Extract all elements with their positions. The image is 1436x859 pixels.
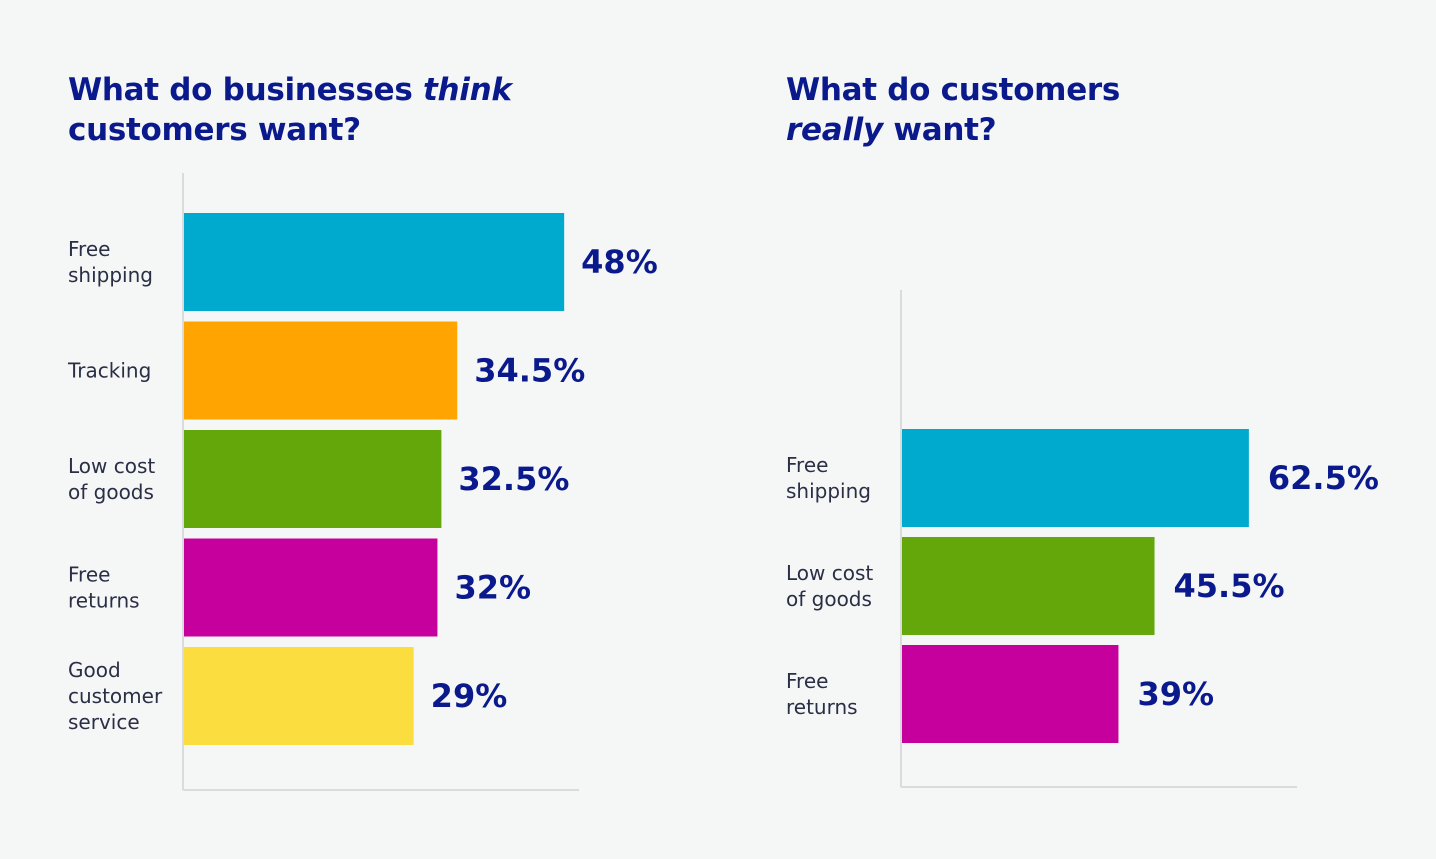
category-label-line: service [68, 710, 140, 734]
businesses-value-label: 32% [454, 569, 531, 607]
businesses-value-label: 48% [581, 243, 658, 281]
businesses-bar [184, 538, 438, 637]
category-label-line: customer [68, 684, 163, 708]
category-label-line: Free [786, 453, 828, 477]
category-label-line: returns [786, 695, 858, 719]
title-text: customers want? [68, 112, 361, 148]
category-label-line: Tracking [67, 359, 151, 383]
customers-category-label: Low cost of goods [786, 561, 873, 611]
title-text: What do customers [786, 72, 1121, 108]
customers-value-label: 45.5% [1174, 567, 1285, 605]
title-text: What do businesses [68, 72, 423, 108]
businesses-category-label: Free returns [68, 563, 140, 613]
title-emphasis: think [422, 72, 512, 108]
title-emphasis: really [786, 112, 883, 148]
category-label-line: Free [68, 237, 110, 261]
chart-title-businesses: What do businesses think customers want? [68, 70, 512, 150]
businesses-bar [184, 213, 565, 311]
businesses-category-label: Free shipping [68, 237, 153, 287]
businesses-bar [184, 321, 458, 420]
title-text: want? [882, 112, 997, 148]
customers-value-label: 39% [1137, 675, 1214, 713]
businesses-category-label: Good customer service [68, 658, 163, 734]
customers-category-label: Free returns [786, 669, 858, 719]
category-label-line: shipping [68, 263, 153, 287]
category-label-line: Free [786, 669, 828, 693]
category-label-line: returns [68, 589, 140, 613]
category-label-line: Low cost [786, 561, 873, 585]
businesses-category-label: Tracking [67, 359, 151, 383]
category-label-line: Low cost [68, 454, 155, 478]
category-label-line: shipping [786, 479, 871, 503]
businesses-value-label: 32.5% [458, 460, 569, 498]
customers-category-label: Free shipping [786, 453, 871, 503]
customers-value-label: 62.5% [1268, 459, 1379, 497]
businesses-bar [184, 647, 414, 745]
chart-title-customers: What do customers really want? [786, 70, 1120, 150]
businesses-value-label: 34.5% [474, 352, 585, 390]
customers-bar [902, 645, 1119, 743]
category-label-line: of goods [68, 480, 154, 504]
businesses-bar [184, 430, 442, 528]
category-label-line: of goods [786, 587, 872, 611]
businesses-value-label: 29% [431, 677, 508, 715]
category-label-line: Free [68, 563, 110, 587]
customers-bar [902, 429, 1249, 527]
businesses-category-label: Low cost of goods [68, 454, 155, 504]
customers-bar [902, 537, 1155, 635]
category-label-line: Good [68, 658, 121, 682]
